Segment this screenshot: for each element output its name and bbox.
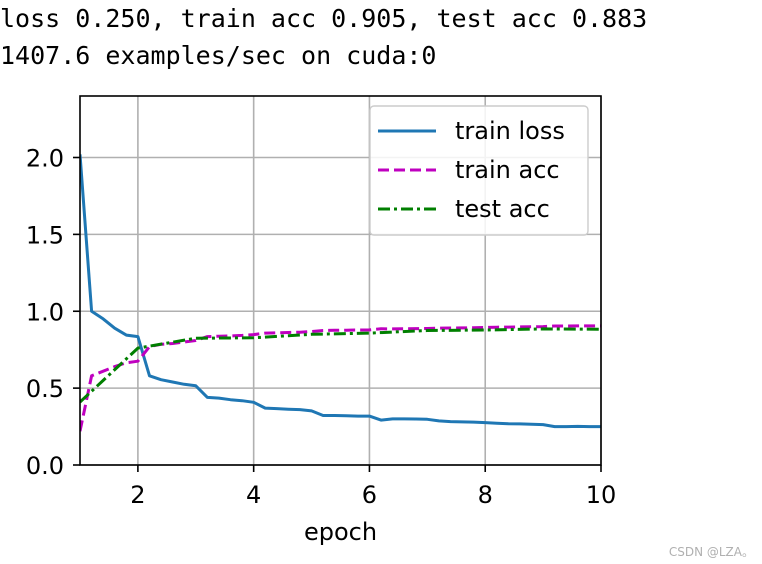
legend-box xyxy=(369,105,589,236)
series-line-test-acc xyxy=(80,327,601,404)
console-metrics-line: loss 0.250, train acc 0.905, test acc 0.… xyxy=(0,4,648,33)
y-tick-label: 0.0 xyxy=(26,452,64,480)
console-throughput-line: 1407.6 examples/sec on cuda:0 xyxy=(0,41,437,70)
x-tick-label: 8 xyxy=(478,481,493,509)
series-group xyxy=(80,154,601,432)
axes-frame xyxy=(79,95,602,466)
y-tick-label: 1.5 xyxy=(26,221,64,249)
series-line-train-loss xyxy=(80,154,601,429)
legend-label: test acc xyxy=(455,195,550,223)
legend-label: train acc xyxy=(455,156,560,184)
legend-label: train loss xyxy=(455,117,565,145)
y-tick-label: 2.0 xyxy=(26,145,64,173)
y-tick-label: 1.0 xyxy=(26,298,64,326)
series-line-train-acc xyxy=(80,324,601,432)
console-output: loss 0.250, train acc 0.905, test acc 0.… xyxy=(0,0,647,74)
x-tick-label: 2 xyxy=(130,481,145,509)
x-tick-label: 6 xyxy=(362,481,377,509)
y-tick-label: 0.5 xyxy=(26,375,64,403)
x-tick-label: 4 xyxy=(246,481,261,509)
legend: train loss train acc test acc xyxy=(369,105,589,236)
x-tick-label: 10 xyxy=(586,481,617,509)
x-axis-label: epoch xyxy=(304,518,377,546)
watermark: CSDN @LZA。 xyxy=(668,545,754,559)
